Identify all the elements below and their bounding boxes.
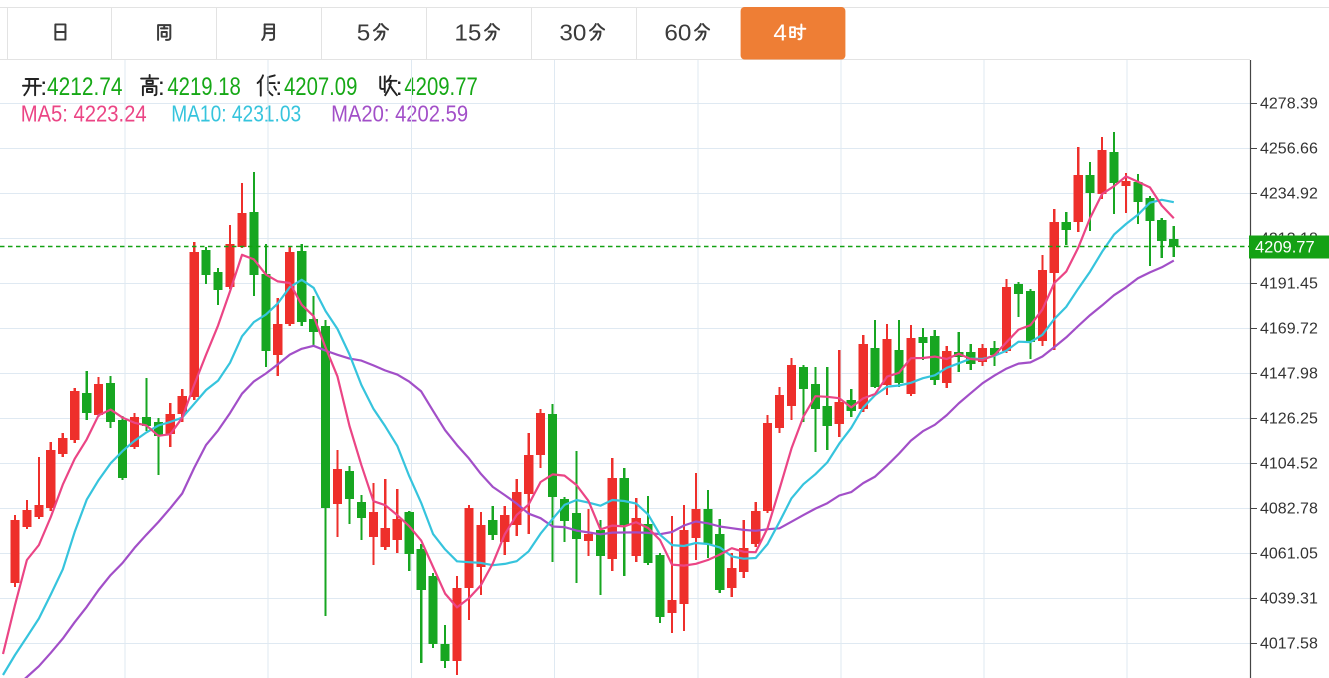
svg-text::: :: [396, 73, 403, 101]
svg-text:30: 30: [559, 20, 586, 46]
svg-text:4082.78: 4082.78: [1260, 501, 1318, 518]
svg-text:4017.58: 4017.58: [1260, 636, 1318, 653]
svg-text:MA10: 4231.03: MA10: 4231.03: [171, 101, 301, 127]
svg-text:4039.31: 4039.31: [1260, 591, 1318, 608]
svg-text:4061.05: 4061.05: [1260, 546, 1318, 563]
svg-text:4147.98: 4147.98: [1260, 366, 1318, 383]
svg-text:5: 5: [357, 20, 371, 46]
svg-text:4219.18: 4219.18: [167, 73, 240, 101]
svg-text::: :: [40, 73, 47, 101]
svg-text:4278.39: 4278.39: [1260, 96, 1318, 113]
svg-text:4209.77: 4209.77: [404, 73, 477, 101]
svg-text::: :: [158, 73, 165, 101]
svg-text:4126.25: 4126.25: [1260, 411, 1318, 428]
svg-text::: :: [275, 73, 282, 101]
svg-text:4212.74: 4212.74: [47, 73, 123, 101]
svg-text:MA20: 4202.59: MA20: 4202.59: [331, 101, 468, 127]
svg-text:4256.66: 4256.66: [1260, 141, 1318, 158]
svg-text:60: 60: [664, 20, 691, 46]
svg-text:MA5: 4223.24: MA5: 4223.24: [21, 101, 147, 127]
svg-text:4209.77: 4209.77: [1255, 239, 1315, 257]
svg-text:15: 15: [454, 20, 481, 46]
svg-text:4234.92: 4234.92: [1260, 186, 1318, 203]
svg-text:4104.52: 4104.52: [1260, 456, 1318, 473]
svg-text:4191.45: 4191.45: [1260, 276, 1318, 293]
svg-text:4169.72: 4169.72: [1260, 321, 1318, 338]
svg-text:4207.09: 4207.09: [284, 73, 357, 101]
svg-text:4: 4: [773, 20, 787, 46]
